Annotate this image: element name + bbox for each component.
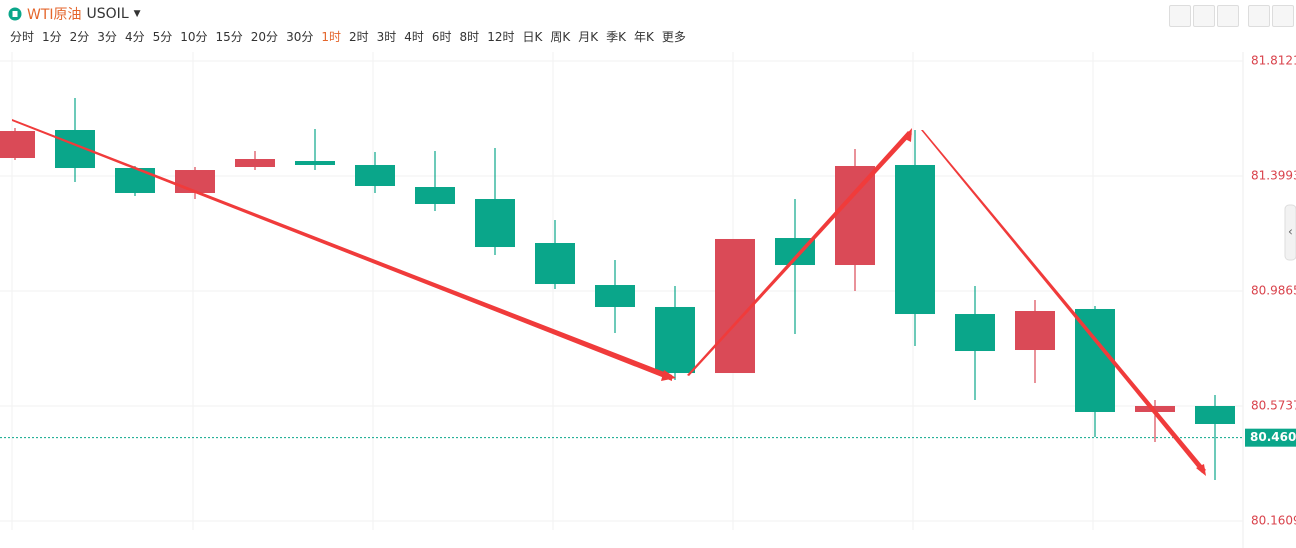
y-tick-label: 81.8121: [1251, 53, 1296, 67]
candle-body: [715, 238, 755, 374]
candle-body: [415, 187, 455, 204]
y-tick-label: 80.9865: [1251, 284, 1296, 298]
candle-body: [775, 238, 815, 266]
interval-button[interactable]: 4分: [124, 30, 145, 44]
symbol-code: USOIL: [86, 6, 129, 22]
close-button[interactable]: [1272, 5, 1294, 27]
toolbar: WTI原油 USOIL ▼ 分时 1分 2分 3分 4分 5分 10分 15分 20分 30分 1时…: [0, 0, 1296, 52]
interval-button[interactable]: 6时: [431, 30, 452, 44]
interval-button[interactable]: 月K: [578, 30, 599, 44]
interval-button[interactable]: 更多: [661, 30, 686, 44]
last-price-box: [1245, 428, 1296, 447]
interval-button[interactable]: 20分: [250, 30, 279, 44]
candle-body: [535, 242, 575, 285]
interval-button[interactable]: 30分: [286, 30, 314, 44]
interval-button[interactable]: 8时: [459, 30, 480, 44]
candle-body: [1015, 311, 1055, 351]
tool-button[interactable]: [1169, 5, 1191, 27]
candle-body: [0, 131, 35, 159]
interval-button[interactable]: 3分: [97, 30, 117, 44]
chart: 80.1609 80.5737 80.9865 81.3993 81.8121 80.46…: [0, 52, 1296, 548]
interval-button[interactable]: 季K: [606, 30, 626, 44]
candle-body: [655, 306, 695, 374]
candle-body: [355, 164, 395, 187]
last-price-label: 80.4600: [1250, 430, 1296, 444]
candle-body: [835, 165, 875, 266]
candle-body: [1135, 406, 1175, 412]
tool-button[interactable]: [1248, 5, 1270, 27]
interval-button[interactable]: 日K: [522, 30, 543, 44]
interval-button[interactable]: 4时: [404, 30, 424, 44]
interval-button[interactable]: 12时: [487, 30, 515, 44]
interval-button[interactable]: 3时: [376, 30, 397, 44]
candle-body: [895, 164, 935, 315]
candle-body: [475, 199, 515, 248]
interval-list: 分时 1分 2分 3分 4分 5分 10分 15分 20分 30分 1时 2时 3时 4时 6时 8时 12时日…: [6, 28, 690, 45]
interval-button[interactable]: 15分: [215, 30, 243, 44]
candle-body: [115, 168, 155, 193]
interval-button[interactable]: 周K: [550, 30, 571, 44]
y-tick-label: 80.5737: [1251, 399, 1296, 413]
interval-button[interactable]: 2分: [69, 30, 90, 44]
interval-button[interactable]: 1分: [42, 30, 62, 44]
interval-button[interactable]: 年K: [633, 30, 654, 44]
candle-body: [955, 314, 995, 352]
symbol[interactable]: WTI原油 USOIL ▼: [8, 4, 141, 24]
interval-button[interactable]: 10分: [180, 30, 208, 44]
symbol-icon: [8, 7, 22, 21]
candle-body: [175, 170, 215, 193]
interval-button[interactable]: 2时: [348, 30, 369, 44]
candle-body: [595, 285, 635, 307]
interval-button[interactable]: 1时: [321, 30, 341, 44]
candle-body: [295, 161, 335, 165]
y-tick-label: 81.3993: [1251, 168, 1296, 182]
symbol-title: WTI原油: [27, 7, 82, 23]
dropdown-caret: ▼: [133, 9, 141, 19]
y-tick-label: 80.1609: [1251, 514, 1296, 528]
tool-button[interactable]: [1217, 5, 1239, 27]
candle-body: [55, 130, 95, 169]
interval-button[interactable]: 分时: [10, 30, 35, 44]
candle-body: [1195, 406, 1235, 424]
candle-body: [235, 159, 275, 168]
candle-body: [1075, 308, 1115, 412]
interval-button[interactable]: 5分: [152, 30, 173, 44]
tool-button[interactable]: [1193, 5, 1215, 27]
